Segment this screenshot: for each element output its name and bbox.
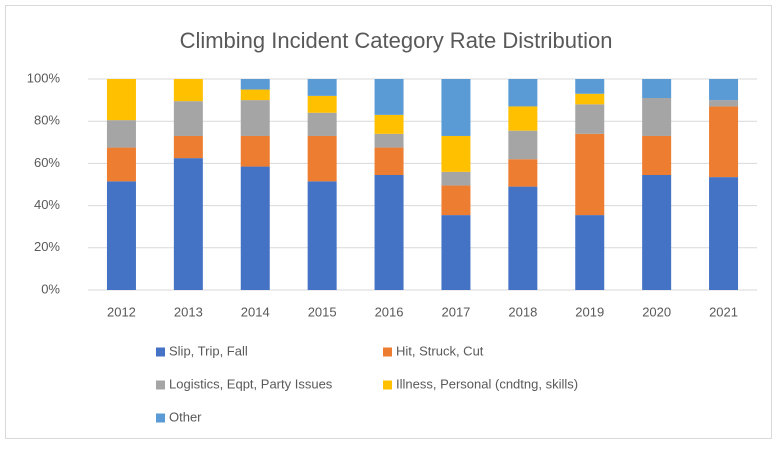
bar-segment — [508, 106, 538, 131]
bar-segment — [307, 95, 337, 113]
bar-segment — [374, 114, 404, 134]
bar-segment — [106, 147, 136, 182]
legend-label: Other — [169, 409, 202, 424]
bar-segment — [642, 97, 672, 136]
x-tick-label: 2018 — [508, 304, 537, 319]
bar-segment — [508, 79, 538, 107]
bar-segment — [307, 181, 337, 290]
x-tick-label: 2016 — [375, 304, 404, 319]
bar-segment — [240, 135, 270, 167]
x-tick-label: 2021 — [709, 304, 738, 319]
legend-swatch — [156, 347, 165, 357]
bar-segment — [709, 79, 739, 101]
y-tick-label: 20% — [34, 239, 60, 254]
bar-segment — [173, 79, 203, 102]
y-tick-label: 0% — [41, 281, 60, 296]
bar-segment — [106, 181, 136, 290]
bar-segment — [441, 185, 471, 216]
bar-segment — [173, 158, 203, 290]
bar-segment — [441, 171, 471, 186]
bar-segment — [173, 135, 203, 159]
x-tick-label: 2019 — [575, 304, 604, 319]
bar-segment — [240, 89, 270, 101]
bar-segment — [441, 135, 471, 172]
legend-label: Slip, Trip, Fall — [169, 343, 248, 358]
legend-swatch — [156, 413, 165, 423]
y-tick-label: 80% — [34, 113, 60, 128]
bar-segment — [240, 100, 270, 136]
x-tick-label: 2013 — [174, 304, 203, 319]
legend-swatch — [383, 347, 392, 357]
bar-segment — [374, 147, 404, 176]
bar-segment — [374, 175, 404, 290]
bar-segment — [642, 79, 672, 98]
bar-segment — [441, 215, 471, 290]
bar-segment — [106, 120, 136, 148]
bar-segment — [642, 135, 672, 176]
y-tick-label: 100% — [27, 70, 61, 85]
bar-segment — [307, 79, 337, 96]
bar-segment — [307, 112, 337, 136]
legend-swatch — [156, 380, 165, 390]
bar-segment — [508, 159, 538, 187]
bar-segment — [508, 186, 538, 290]
bar-segment — [709, 100, 739, 107]
legend-label: Logistics, Eqpt, Party Issues — [169, 376, 333, 391]
chart-title: Climbing Incident Category Rate Distribu… — [180, 28, 613, 53]
bar-segment — [575, 215, 605, 290]
bar-segment — [173, 101, 203, 136]
bar-segment — [575, 104, 605, 134]
bar-segment — [374, 79, 404, 115]
x-tick-label: 2012 — [107, 304, 136, 319]
x-tick-label: 2017 — [441, 304, 470, 319]
bar-segment — [575, 93, 605, 105]
x-tick-label: 2020 — [642, 304, 671, 319]
legend-swatch — [383, 380, 392, 390]
x-tick-label: 2015 — [308, 304, 337, 319]
bar-segment — [709, 177, 739, 290]
bar-segment — [709, 106, 739, 178]
bar-segment — [441, 79, 471, 136]
bar-segment — [106, 79, 136, 121]
y-tick-label: 60% — [34, 155, 60, 170]
bar-segment — [575, 133, 605, 216]
bar-segment — [307, 135, 337, 182]
y-tick-label: 40% — [34, 197, 60, 212]
legend-label: Illness, Personal (cndtng, skills) — [396, 376, 578, 391]
bar-segment — [575, 79, 605, 94]
bar-segment — [508, 130, 538, 160]
bar-segment — [240, 79, 270, 90]
bar-segment — [642, 175, 672, 290]
bar-segment — [374, 133, 404, 148]
x-tick-label: 2014 — [241, 304, 270, 319]
legend-label: Hit, Struck, Cut — [396, 343, 484, 358]
bar-segment — [240, 166, 270, 290]
